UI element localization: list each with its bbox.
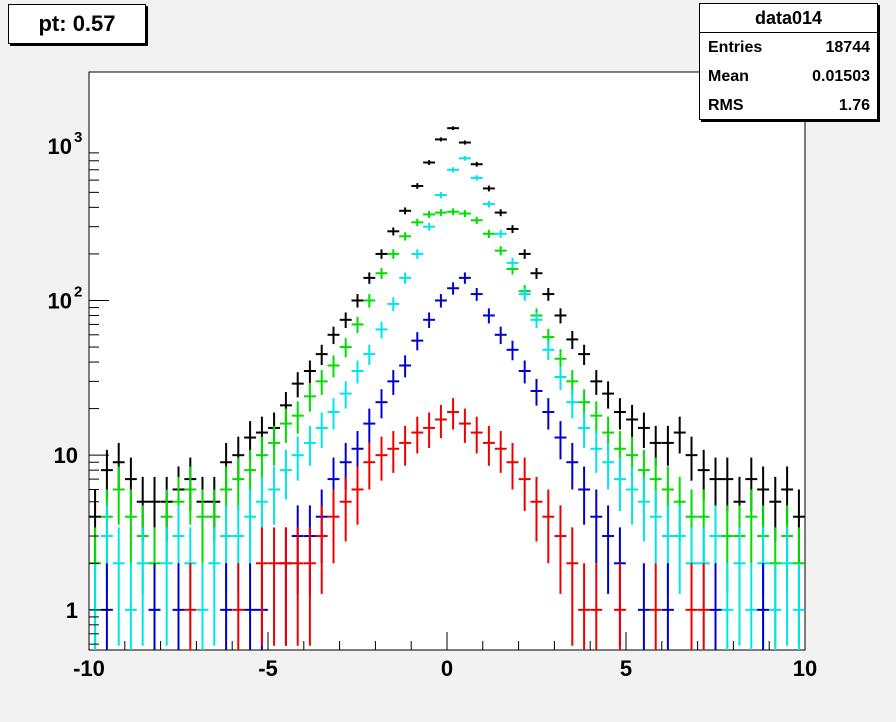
stats-row-mean: Mean 0.01503 bbox=[700, 62, 877, 91]
stats-value: 0.01503 bbox=[812, 68, 870, 85]
title-box: pt: 0.57 bbox=[8, 4, 146, 44]
x-tick-label: -5 bbox=[258, 656, 278, 681]
x-tick-label: 10 bbox=[793, 656, 817, 681]
x-tick-label: -10 bbox=[73, 656, 105, 681]
series-1 bbox=[89, 208, 805, 646]
x-tick-label: 5 bbox=[620, 656, 632, 681]
title-text: pt: 0.57 bbox=[38, 11, 116, 36]
stats-label: Mean bbox=[708, 68, 749, 85]
y-tick-label: 10 bbox=[48, 288, 72, 313]
y-tick-label: 1 bbox=[66, 598, 78, 623]
plot-frame bbox=[88, 71, 806, 651]
stats-row-rms: RMS 1.76 bbox=[700, 91, 877, 120]
stats-value: 1.76 bbox=[838, 97, 870, 114]
stats-label: RMS bbox=[708, 97, 744, 114]
y-tick-label: 10 bbox=[54, 443, 78, 468]
stats-row-entries: Entries 18744 bbox=[700, 33, 877, 62]
y-tick-label-exponent: 2 bbox=[74, 283, 82, 300]
y-tick-label-exponent: 3 bbox=[74, 129, 82, 146]
x-tick-label: 0 bbox=[441, 656, 453, 681]
stats-box: data014 Entries 18744 Mean 0.01503 RMS 1… bbox=[699, 3, 878, 120]
stats-label: Entries bbox=[708, 39, 763, 56]
y-tick-label: 10 bbox=[48, 134, 72, 159]
stats-title: data014 bbox=[700, 4, 877, 33]
series-4 bbox=[184, 398, 710, 650]
stats-value: 18744 bbox=[825, 39, 871, 56]
histogram-marks bbox=[89, 126, 805, 650]
